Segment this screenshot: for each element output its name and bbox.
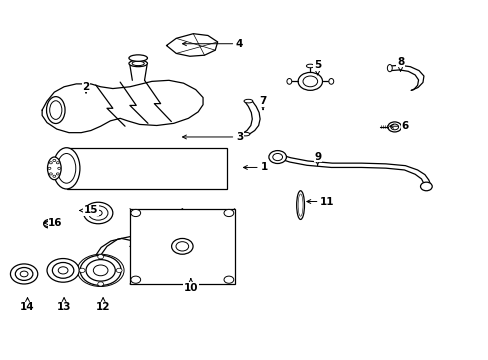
Circle shape	[176, 242, 188, 251]
Circle shape	[48, 167, 51, 170]
Ellipse shape	[328, 78, 333, 84]
Text: 12: 12	[96, 298, 110, 312]
Ellipse shape	[129, 60, 147, 67]
Circle shape	[93, 265, 108, 276]
Circle shape	[20, 271, 28, 277]
Text: 11: 11	[306, 197, 334, 207]
Circle shape	[303, 76, 317, 87]
Ellipse shape	[50, 101, 62, 120]
Circle shape	[49, 162, 52, 164]
Circle shape	[15, 267, 33, 280]
Circle shape	[80, 255, 121, 285]
Ellipse shape	[244, 99, 252, 103]
Circle shape	[98, 255, 103, 259]
Text: 3: 3	[182, 132, 243, 142]
Circle shape	[47, 258, 79, 282]
Ellipse shape	[296, 191, 304, 220]
Ellipse shape	[47, 157, 61, 180]
Bar	[66, 148, 227, 189]
Circle shape	[58, 167, 61, 170]
Text: 1: 1	[243, 162, 267, 172]
Circle shape	[131, 276, 141, 283]
Text: 16: 16	[44, 218, 62, 228]
Text: 9: 9	[313, 152, 321, 165]
Ellipse shape	[132, 61, 144, 66]
Circle shape	[83, 202, 113, 224]
Circle shape	[387, 122, 401, 132]
Circle shape	[10, 264, 38, 284]
Circle shape	[53, 175, 56, 177]
Bar	[130, 209, 234, 284]
Text: 15: 15	[80, 206, 98, 216]
Circle shape	[298, 72, 322, 90]
Text: 14: 14	[20, 298, 35, 312]
Circle shape	[224, 276, 233, 283]
Circle shape	[98, 282, 103, 286]
Ellipse shape	[306, 64, 314, 68]
Ellipse shape	[129, 55, 147, 61]
Ellipse shape	[53, 148, 80, 189]
Text: 6: 6	[389, 121, 408, 131]
Ellipse shape	[241, 132, 249, 136]
Circle shape	[131, 210, 141, 217]
Circle shape	[116, 268, 122, 273]
Circle shape	[53, 159, 56, 162]
Ellipse shape	[286, 78, 291, 84]
Circle shape	[58, 267, 68, 274]
Ellipse shape	[43, 221, 55, 226]
Text: 7: 7	[259, 96, 266, 109]
Text: 13: 13	[57, 298, 71, 312]
Circle shape	[46, 222, 52, 226]
Circle shape	[56, 173, 59, 175]
Circle shape	[86, 260, 115, 281]
Circle shape	[94, 210, 102, 216]
Polygon shape	[166, 34, 217, 56]
Circle shape	[268, 150, 286, 163]
Ellipse shape	[46, 96, 65, 123]
Circle shape	[43, 220, 55, 228]
Circle shape	[88, 206, 108, 220]
Text: 2: 2	[82, 82, 89, 93]
Ellipse shape	[386, 64, 391, 72]
Ellipse shape	[77, 254, 124, 287]
Circle shape	[49, 173, 52, 175]
Circle shape	[390, 124, 398, 130]
Circle shape	[79, 268, 85, 273]
Circle shape	[56, 162, 59, 164]
Circle shape	[224, 210, 233, 217]
Ellipse shape	[57, 153, 76, 183]
Circle shape	[272, 153, 282, 161]
Ellipse shape	[298, 194, 303, 216]
Text: 8: 8	[396, 57, 404, 71]
Circle shape	[52, 262, 74, 278]
Text: 5: 5	[313, 60, 321, 75]
Text: 10: 10	[183, 279, 198, 293]
Text: 4: 4	[182, 39, 243, 49]
Circle shape	[420, 182, 431, 191]
Circle shape	[171, 238, 193, 254]
Polygon shape	[42, 80, 203, 133]
